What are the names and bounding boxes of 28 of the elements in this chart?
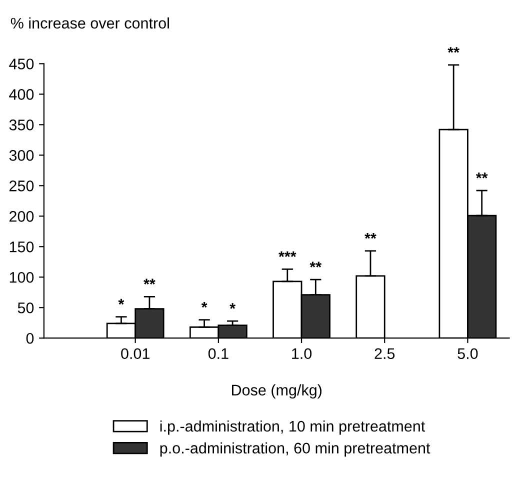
- text: **: [448, 47, 460, 53]
- y-tick-label: 400: [9, 89, 34, 100]
- annotation: **: [476, 172, 488, 178]
- x-tick-label: 5.0: [458, 348, 478, 360]
- x-tick-label: 2.5: [374, 348, 395, 360]
- y-tick-label: 50: [18, 302, 34, 314]
- annotation: **: [310, 262, 322, 268]
- y-tick-label: 300: [9, 150, 34, 161]
- y-tick-label: 100: [10, 272, 34, 283]
- annotation: *: [118, 298, 124, 305]
- annotation: ***: [278, 251, 296, 258]
- legend-label: p.o.-administration, 60 min pretreatment: [160, 442, 430, 457]
- annotation: **: [364, 233, 376, 239]
- y-tick-label: 250: [10, 180, 34, 192]
- y-tick-label: 450: [9, 58, 34, 70]
- annotation: *: [201, 302, 208, 308]
- x-tick-label: 1.0: [292, 348, 312, 360]
- annotation: *: [230, 303, 236, 309]
- legend-label: i.p.-administration, 10 min pretreatment: [160, 420, 426, 435]
- x-tick-label: 0.01: [121, 348, 150, 360]
- x-axis-title: Dose (mg/kg): [232, 384, 322, 399]
- annotation: **: [144, 278, 156, 284]
- y-tick-label: 350: [9, 120, 34, 130]
- y-tick-label: 150: [10, 242, 34, 252]
- y-tick-label: 0: [26, 332, 34, 344]
- x-tick-label: 0.1: [208, 348, 228, 360]
- y-axis-title: % increase over control: [10, 17, 169, 29]
- y-tick-label: 200: [10, 211, 34, 222]
